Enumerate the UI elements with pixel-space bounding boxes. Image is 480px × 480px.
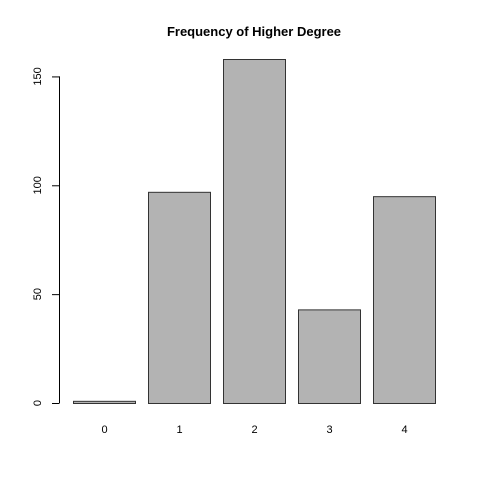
y-tick-label: 50 — [32, 288, 44, 300]
bar-3 — [298, 309, 361, 405]
x-tick-label: 3 — [326, 424, 332, 436]
bar-0 — [73, 400, 136, 404]
bar-1 — [148, 191, 211, 404]
bars — [73, 59, 436, 405]
x-tick-label: 1 — [176, 424, 182, 436]
y-axis: 0 50 100 150 — [32, 67, 60, 406]
chart-title: Frequency of Higher Degree — [167, 24, 341, 39]
y-tick-label: 0 — [32, 400, 44, 406]
x-tick-label: 0 — [101, 424, 107, 436]
y-tick-label: 100 — [32, 176, 44, 194]
x-tick-label: 4 — [401, 424, 407, 436]
bar-2 — [223, 59, 286, 404]
bar-4 — [373, 196, 436, 404]
x-tick-label: 2 — [251, 424, 257, 436]
x-axis-labels: 0 1 2 3 4 — [101, 424, 407, 436]
y-tick-label: 150 — [32, 67, 44, 85]
